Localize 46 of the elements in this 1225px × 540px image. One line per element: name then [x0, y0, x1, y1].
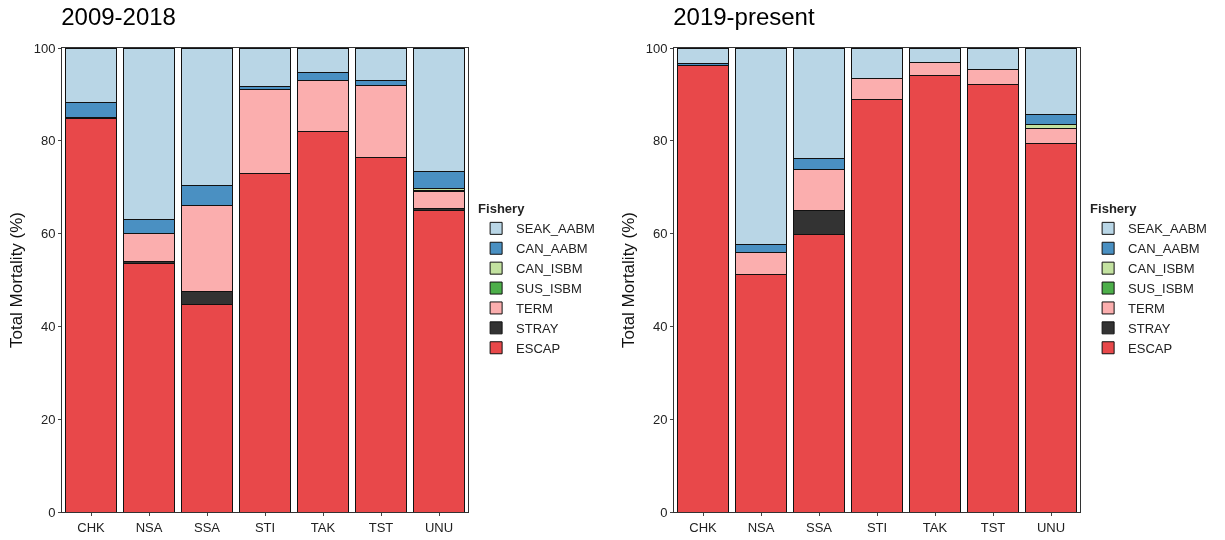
y-tick-label: 20	[652, 411, 668, 427]
legend-label: CAN_ISBM	[1128, 261, 1195, 277]
legend-label: CAN_AABM	[516, 241, 588, 257]
y-tick-label: 100	[33, 40, 56, 56]
x-tick-label: CHK	[77, 519, 106, 535]
x-tick-label: SSA	[805, 519, 833, 535]
x-tick-label: TAK	[310, 519, 336, 535]
legend-label: CAN_ISBM	[516, 261, 583, 277]
chart-title: 2019-present	[673, 2, 815, 30]
x-tick-label: SSA	[193, 519, 221, 535]
y-axis-title: Total Mortality (%)	[7, 211, 27, 349]
legend-label: TERM	[516, 301, 553, 317]
x-tick-label: STI	[866, 519, 888, 535]
legend-title: Fishery	[478, 201, 526, 217]
legend-title: Fishery	[1090, 201, 1138, 217]
legend-label: STRAY	[516, 320, 559, 336]
x-tick-label: CHK	[689, 519, 718, 535]
x-tick-label: UNU	[1036, 519, 1066, 535]
y-tick-label: 40	[40, 318, 56, 334]
legend-label: SEAK_AABM	[516, 221, 595, 237]
y-tick-label: 60	[652, 226, 668, 242]
y-tick-label: 40	[652, 318, 668, 334]
legend-label: ESCAP	[1128, 340, 1173, 356]
y-axis-title: Total Mortality (%)	[619, 211, 639, 349]
y-tick-label: 20	[40, 411, 56, 427]
y-tick-label: 100	[645, 40, 668, 56]
legend-label: TERM	[1128, 301, 1165, 317]
x-tick-label: TAK	[922, 519, 948, 535]
legend-label: STRAY	[1128, 320, 1171, 336]
x-tick-label: NSA	[135, 519, 163, 535]
x-tick-label: TST	[368, 519, 394, 535]
x-tick-label: STI	[254, 519, 276, 535]
legend-label: CAN_AABM	[1128, 241, 1200, 257]
y-tick-label: 80	[40, 133, 56, 149]
y-tick-label: 60	[40, 226, 56, 242]
y-tick-label: 0	[660, 504, 668, 520]
legend-label: SUS_ISBM	[1128, 281, 1194, 297]
x-tick-label: TST	[980, 519, 1006, 535]
x-tick-label: UNU	[424, 519, 454, 535]
legend-label: ESCAP	[516, 340, 561, 356]
legend-label: SEAK_AABM	[1128, 221, 1207, 237]
chart-title: 2009-2018	[61, 2, 176, 30]
y-tick-label: 80	[652, 133, 668, 149]
x-tick-label: NSA	[747, 519, 775, 535]
legend-label: SUS_ISBM	[516, 281, 582, 297]
y-tick-label: 0	[48, 504, 56, 520]
